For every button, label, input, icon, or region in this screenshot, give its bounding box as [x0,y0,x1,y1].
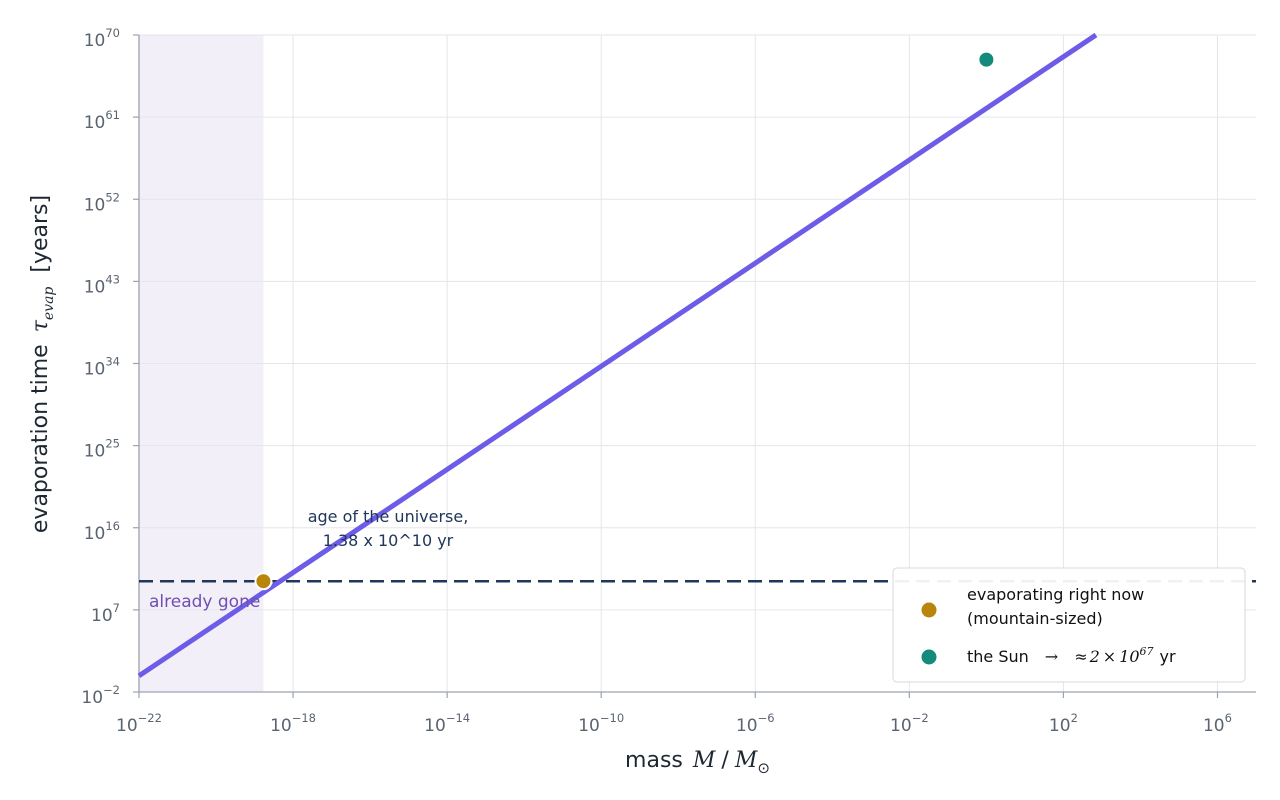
y-tick-label: 1034 [84,355,120,380]
x-tick-label: 10−10 [578,711,624,736]
legend-evaporating-label-line1: evaporating right now [967,585,1144,604]
x-tick-label: 10−18 [270,711,316,736]
y-tick-label: 107 [91,601,120,626]
legend-box [892,567,1246,683]
already-gone-label: already gone [149,592,260,612]
x-tick-label: 10−6 [736,711,775,736]
y-tick-label: 1016 [84,519,120,544]
y-axis-title: evaporation timeτevap[years] [28,195,57,533]
y-tick-label: 1061 [84,108,120,133]
sun-point [977,50,996,69]
legend-sun-label: the Sun → ≈2 × 1067 yr [967,645,1176,666]
y-tick-label: 1043 [84,272,120,297]
y-tick-label: 1052 [84,190,120,215]
x-tick-label: 106 [1203,711,1232,736]
legend-evaporating-marker [921,602,937,618]
x-tick-label: 10−2 [890,711,929,736]
y-tick-label: 10−2 [81,683,120,708]
evaporating-now-point [254,572,273,591]
y-tick-label: 1070 [84,26,120,51]
legend-evaporating-label-line2: (mountain-sized) [967,609,1103,628]
x-tick-label: 10−22 [116,711,162,736]
age-of-universe-label-line1: age of the universe, [308,507,469,526]
y-tick-label: 1025 [84,437,120,462]
age-of-universe-label-line2: 1.38 x 10^10 yr [323,531,454,550]
legend-sun-marker [921,649,937,665]
x-tick-label: 102 [1049,711,1078,736]
evaporation-curve [137,32,1098,678]
x-axis-title: mass M / M⊙ [625,748,770,777]
x-tick-label: 10−14 [424,711,470,736]
